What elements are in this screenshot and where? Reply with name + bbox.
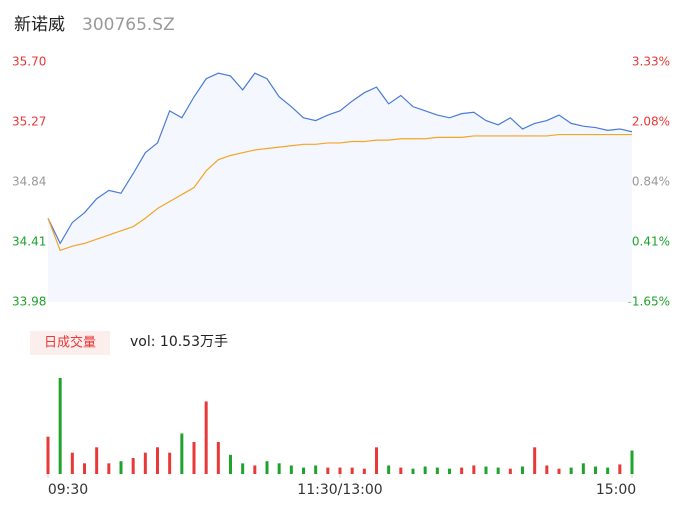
volume-bar — [216, 442, 220, 474]
volume-bar — [423, 466, 427, 474]
volume-bar — [253, 465, 257, 474]
volume-bar — [265, 461, 269, 474]
volume-bar — [119, 461, 123, 474]
volume-bar — [326, 467, 330, 474]
volume-bar — [302, 467, 305, 474]
volume-bar — [229, 454, 232, 474]
volume-bar — [557, 468, 561, 474]
volume-bar — [58, 378, 62, 474]
volume-bar — [314, 465, 318, 474]
y-tick-label: 35.27 — [12, 115, 46, 129]
volume-bar — [289, 465, 293, 474]
volume-bar — [338, 467, 342, 474]
x-tick-label: 09:30 — [48, 482, 88, 498]
volume-bar — [435, 467, 439, 474]
price-area — [48, 73, 632, 303]
volume-bar — [581, 463, 585, 474]
volume-button-label[interactable]: 日成交量 — [44, 335, 96, 351]
volume-bar — [70, 452, 74, 474]
volume-bar — [521, 466, 524, 474]
volume-bar — [95, 447, 99, 474]
x-tick-label: 11:30/13:00 — [297, 482, 382, 498]
volume-bar — [156, 447, 159, 474]
y2-tick-label: -0.41% — [628, 235, 670, 249]
volume-bar — [362, 468, 366, 474]
price-line — [47, 72, 633, 245]
x-tick-label: 15:00 — [596, 482, 636, 498]
volume-bar — [460, 467, 464, 474]
volume-bar — [472, 465, 476, 474]
volume-bar — [399, 467, 403, 474]
volume-bar — [411, 468, 415, 474]
y2-tick-label: -1.65% — [628, 295, 670, 309]
volume-bar — [143, 452, 147, 474]
volume-bar — [545, 465, 549, 474]
volume-label: vol: 10.53万手 — [130, 334, 228, 350]
volume-bar — [618, 464, 622, 474]
volume-bar — [131, 458, 135, 474]
volume-bar — [277, 463, 281, 474]
volume-bar — [168, 452, 172, 474]
stock-code: 300765.SZ — [82, 15, 175, 35]
volume-bar — [192, 442, 196, 474]
volume-bar — [375, 447, 378, 474]
volume-bar — [508, 468, 512, 474]
volume-bar — [350, 467, 354, 474]
volume-bar — [387, 465, 391, 474]
volume-button[interactable] — [30, 331, 110, 355]
volume-bar — [606, 467, 610, 474]
y2-tick-label: 2.08% — [632, 115, 670, 129]
volume-bar — [448, 468, 451, 474]
y2-tick-label: 0.84% — [632, 175, 670, 189]
volume-bar — [496, 467, 500, 474]
y2-tick-label: 3.33% — [632, 55, 670, 69]
volume-bar — [630, 450, 634, 474]
y-tick-label: 35.70 — [12, 55, 46, 69]
volume-bar — [46, 436, 50, 474]
volume-bar — [180, 433, 184, 474]
y-tick-label: 34.84 — [12, 175, 46, 189]
volume-bar — [83, 463, 86, 474]
volume-bar — [484, 466, 488, 474]
average-line — [47, 133, 632, 252]
volume-bar — [569, 467, 573, 474]
volume-bar — [533, 447, 537, 474]
stock-name: 新诺威 — [14, 15, 65, 35]
y-tick-label: 34.41 — [12, 235, 46, 249]
volume-bar — [241, 463, 245, 474]
volume-bar — [594, 466, 597, 474]
volume-bar — [107, 463, 111, 474]
volume-bar — [204, 401, 208, 474]
y-tick-label: 33.98 — [12, 295, 46, 309]
